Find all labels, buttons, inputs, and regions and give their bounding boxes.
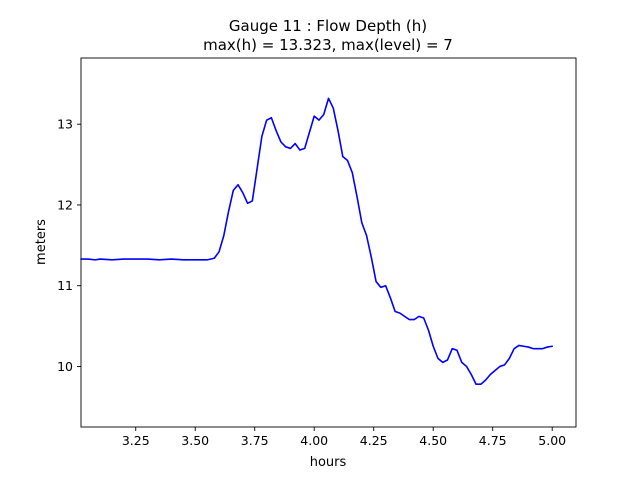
x-tick-label: 3.75 [241, 433, 269, 448]
y-axis: 10 11 12 13 [57, 117, 81, 374]
y-tick-label: 13 [57, 117, 73, 132]
x-tick-label: 4.50 [419, 433, 447, 448]
chart-subtitle: max(h) = 13.323, max(level) = 7 [203, 36, 453, 54]
y-tick-label: 12 [57, 197, 73, 212]
x-tick-label: 4.75 [479, 433, 507, 448]
series-line [80, 97, 553, 386]
plot-area [80, 57, 577, 428]
x-axis-label: hours [310, 455, 347, 470]
chart-title: Gauge 11 : Flow Depth (h) [229, 17, 427, 35]
x-tick-label: 3.50 [181, 433, 209, 448]
axes-frame [80, 57, 577, 428]
x-tick-label: 4.25 [360, 433, 388, 448]
x-axis: 3.25 3.50 3.75 4.00 4.25 4.50 4.75 5.00 [122, 427, 566, 448]
y-tick-label: 10 [57, 359, 73, 374]
y-tick-label: 11 [57, 278, 73, 293]
y-axis-label: meters [34, 219, 49, 265]
x-tick-label: 4.00 [300, 433, 328, 448]
x-tick-label: 5.00 [538, 433, 566, 448]
x-tick-label: 3.25 [122, 433, 150, 448]
